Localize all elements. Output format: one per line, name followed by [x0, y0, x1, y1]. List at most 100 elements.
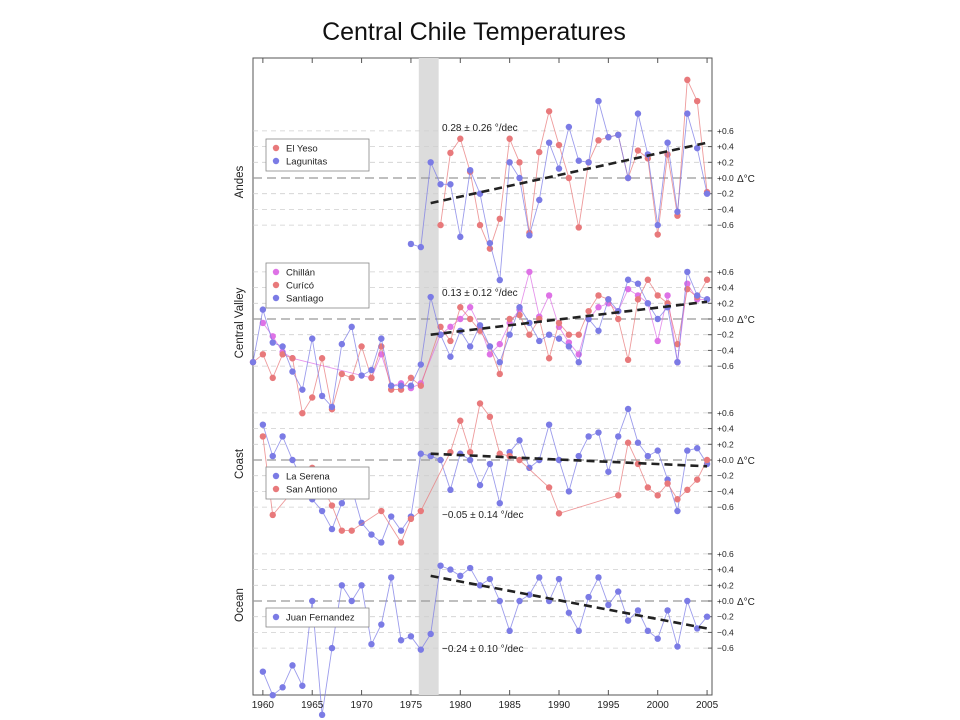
data-point	[644, 484, 652, 491]
data-point	[368, 531, 375, 538]
legend-box	[265, 138, 370, 172]
data-point	[595, 429, 602, 436]
data-point	[545, 139, 553, 146]
trend-label: −0.05 ± 0.14 °/dec	[442, 510, 524, 521]
data-point	[526, 331, 533, 338]
data-point	[644, 452, 652, 460]
data-point	[693, 97, 701, 105]
data-point	[447, 337, 454, 345]
data-point	[575, 358, 582, 366]
data-point	[466, 166, 474, 174]
trend-label: 0.28 ± 0.26 °/dec	[442, 123, 518, 134]
y-tick-label: +0.0	[717, 173, 734, 183]
data-point	[595, 137, 602, 144]
data-point	[427, 293, 434, 301]
data-point	[269, 692, 276, 699]
series-line	[440, 78, 708, 250]
trend-line	[430, 452, 708, 468]
data-point	[595, 97, 602, 105]
data-point	[407, 374, 415, 382]
data-point	[338, 340, 346, 348]
data-point	[684, 110, 691, 117]
data-point	[466, 448, 474, 456]
data-point	[526, 464, 533, 472]
data-point	[654, 635, 661, 642]
data-point	[447, 323, 454, 331]
data-point	[486, 413, 494, 421]
series-line	[262, 565, 708, 715]
data-point	[575, 331, 582, 338]
data-point	[466, 304, 474, 311]
data-point	[358, 582, 365, 589]
data-point	[545, 292, 553, 299]
data-point	[624, 174, 632, 182]
data-point	[595, 304, 602, 311]
data-point	[526, 319, 533, 327]
data-point	[516, 311, 523, 319]
delta-c-label: Δ°C	[737, 315, 755, 326]
data-point	[684, 447, 691, 454]
data-point	[328, 403, 336, 411]
legend-label: Curícó	[286, 281, 314, 292]
data-point	[693, 625, 701, 632]
data-point	[466, 343, 474, 350]
data-point	[378, 539, 385, 546]
data-point	[279, 684, 286, 691]
data-point	[289, 368, 296, 375]
data-point	[397, 382, 405, 389]
data-point	[358, 372, 365, 379]
data-point	[624, 439, 632, 446]
data-point	[555, 575, 563, 583]
data-point	[565, 331, 573, 338]
data-point	[624, 356, 632, 364]
data-point	[437, 562, 444, 569]
data-point	[378, 507, 385, 515]
data-point	[269, 339, 276, 346]
y-tick-label: +0.2	[717, 157, 734, 167]
series-line	[252, 278, 708, 415]
data-point	[407, 240, 415, 248]
data-point	[348, 323, 355, 331]
data-point	[555, 141, 563, 149]
shaded-band	[418, 58, 439, 695]
trend-label: 0.13 ± 0.12 °/dec	[442, 288, 518, 299]
data-point	[684, 280, 691, 287]
data-point	[526, 232, 533, 239]
data-point	[457, 417, 464, 424]
data-point	[506, 159, 513, 166]
data-point	[289, 456, 296, 464]
data-point	[634, 439, 642, 446]
y-tick-label: −0.2	[717, 471, 734, 481]
data-point	[486, 351, 494, 358]
data-point	[536, 196, 543, 204]
data-point	[644, 300, 652, 307]
data-point	[328, 525, 336, 533]
data-point	[259, 306, 267, 313]
data-point	[634, 296, 642, 303]
data-point	[417, 243, 425, 251]
data-point	[595, 574, 602, 581]
data-point	[703, 613, 711, 620]
data-point	[693, 476, 701, 483]
y-tick-label: −0.4	[717, 486, 734, 496]
data-point	[447, 566, 454, 573]
data-point	[447, 149, 454, 157]
data-point	[664, 607, 671, 614]
data-point	[466, 315, 474, 323]
panel-label: Central Valley	[234, 287, 246, 358]
legend-box	[265, 607, 370, 628]
data-point	[595, 292, 602, 299]
legend-label: San Antiono	[286, 485, 337, 496]
data-point	[516, 159, 523, 166]
y-tick-label: +0.2	[717, 580, 734, 590]
panel-label: Andes	[234, 165, 246, 198]
y-tick-label: +0.4	[717, 142, 734, 152]
y-tick-label: +0.6	[717, 408, 734, 418]
data-point	[476, 582, 484, 589]
data-point	[644, 276, 652, 283]
data-point	[684, 597, 691, 605]
y-tick-label: +0.4	[717, 424, 734, 434]
data-point	[545, 331, 553, 338]
data-point	[486, 343, 494, 350]
data-point	[387, 574, 395, 581]
